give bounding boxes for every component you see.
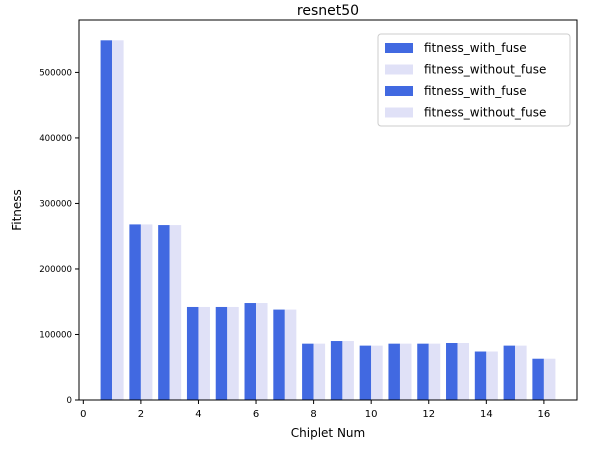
- legend-label: fitness_without_fuse: [424, 63, 546, 77]
- y-tick-label: 400000: [39, 134, 72, 144]
- bar-fitness_without_fuse-3: [170, 225, 182, 400]
- bar-fitness_without_fuse-14: [486, 352, 498, 400]
- bar-fitness_with_fuse-13: [446, 343, 458, 400]
- legend-swatch: [385, 65, 413, 75]
- legend-label: fitness_with_fuse: [424, 41, 527, 55]
- bar-fitness_without_fuse-12: [429, 344, 441, 400]
- y-tick-label: 0: [67, 396, 72, 406]
- bar-fitness_without_fuse-1: [112, 40, 124, 400]
- bar-fitness_without_fuse-5: [227, 307, 239, 400]
- bar-fitness_without_fuse-7: [285, 310, 297, 400]
- x-tick-label: 6: [253, 409, 259, 420]
- bar-fitness_with_fuse-14: [475, 352, 487, 400]
- bar-fitness_with_fuse-1: [101, 40, 113, 400]
- x-tick-label: 14: [480, 409, 493, 420]
- bar-fitness_with_fuse-6: [245, 303, 257, 400]
- bar-fitness_without_fuse-6: [256, 303, 268, 400]
- bar-fitness_with_fuse-10: [360, 346, 372, 400]
- bar-fitness_with_fuse-11: [388, 344, 400, 400]
- bar-fitness_without_fuse-13: [458, 343, 470, 400]
- bar-fitness_with_fuse-7: [273, 310, 285, 400]
- bar-fitness_with_fuse-9: [331, 341, 343, 400]
- y-tick-label: 200000: [39, 265, 72, 275]
- x-axis-ticks: 0 2 4 6 8 10 12 14 16: [80, 400, 550, 420]
- bar-fitness_without_fuse-8: [314, 344, 326, 400]
- bar-fitness_without_fuse-10: [371, 346, 383, 400]
- legend-label: fitness_without_fuse: [424, 106, 546, 120]
- legend-label: fitness_with_fuse: [424, 84, 527, 98]
- x-axis-label: Chiplet Num: [291, 426, 365, 440]
- x-tick-label: 10: [365, 409, 378, 420]
- legend: fitness_with_fusefitness_without_fusefit…: [378, 34, 570, 126]
- x-tick-label: 0: [80, 409, 86, 420]
- bar-fitness_without_fuse-4: [198, 307, 210, 400]
- bar-fitness_without_fuse-16: [544, 359, 556, 400]
- x-tick-label: 2: [138, 409, 144, 420]
- bar-fitness_with_fuse-15: [504, 346, 516, 400]
- bar-fitness_without_fuse-15: [515, 346, 527, 400]
- bar-fitness_without_fuse-11: [400, 344, 412, 400]
- bar-fitness_without_fuse-2: [141, 224, 153, 400]
- bar-fitness_with_fuse-12: [417, 344, 429, 400]
- y-tick-label: 500000: [39, 68, 72, 78]
- legend-swatch: [385, 108, 413, 118]
- legend-swatch: [385, 43, 413, 53]
- y-axis-label: Fitness: [10, 189, 24, 231]
- bar-fitness_without_fuse-9: [342, 341, 354, 400]
- chart-title: resnet50: [297, 3, 359, 19]
- x-tick-label: 16: [538, 409, 551, 420]
- y-tick-label: 100000: [39, 330, 72, 340]
- bar-fitness_with_fuse-8: [302, 344, 314, 400]
- legend-swatch: [385, 86, 413, 96]
- y-tick-label: 300000: [39, 199, 72, 209]
- bar-fitness_with_fuse-2: [129, 224, 141, 400]
- bar-fitness_with_fuse-16: [532, 359, 544, 400]
- y-axis-ticks: 0 100000 200000 300000 400000 500000: [39, 68, 79, 406]
- bar-fitness_with_fuse-3: [158, 225, 170, 400]
- bar-fitness_with_fuse-4: [187, 307, 199, 400]
- bar-fitness_with_fuse-5: [216, 307, 228, 400]
- x-tick-label: 12: [422, 409, 435, 420]
- x-tick-label: 4: [195, 409, 201, 420]
- x-tick-label: 8: [310, 409, 316, 420]
